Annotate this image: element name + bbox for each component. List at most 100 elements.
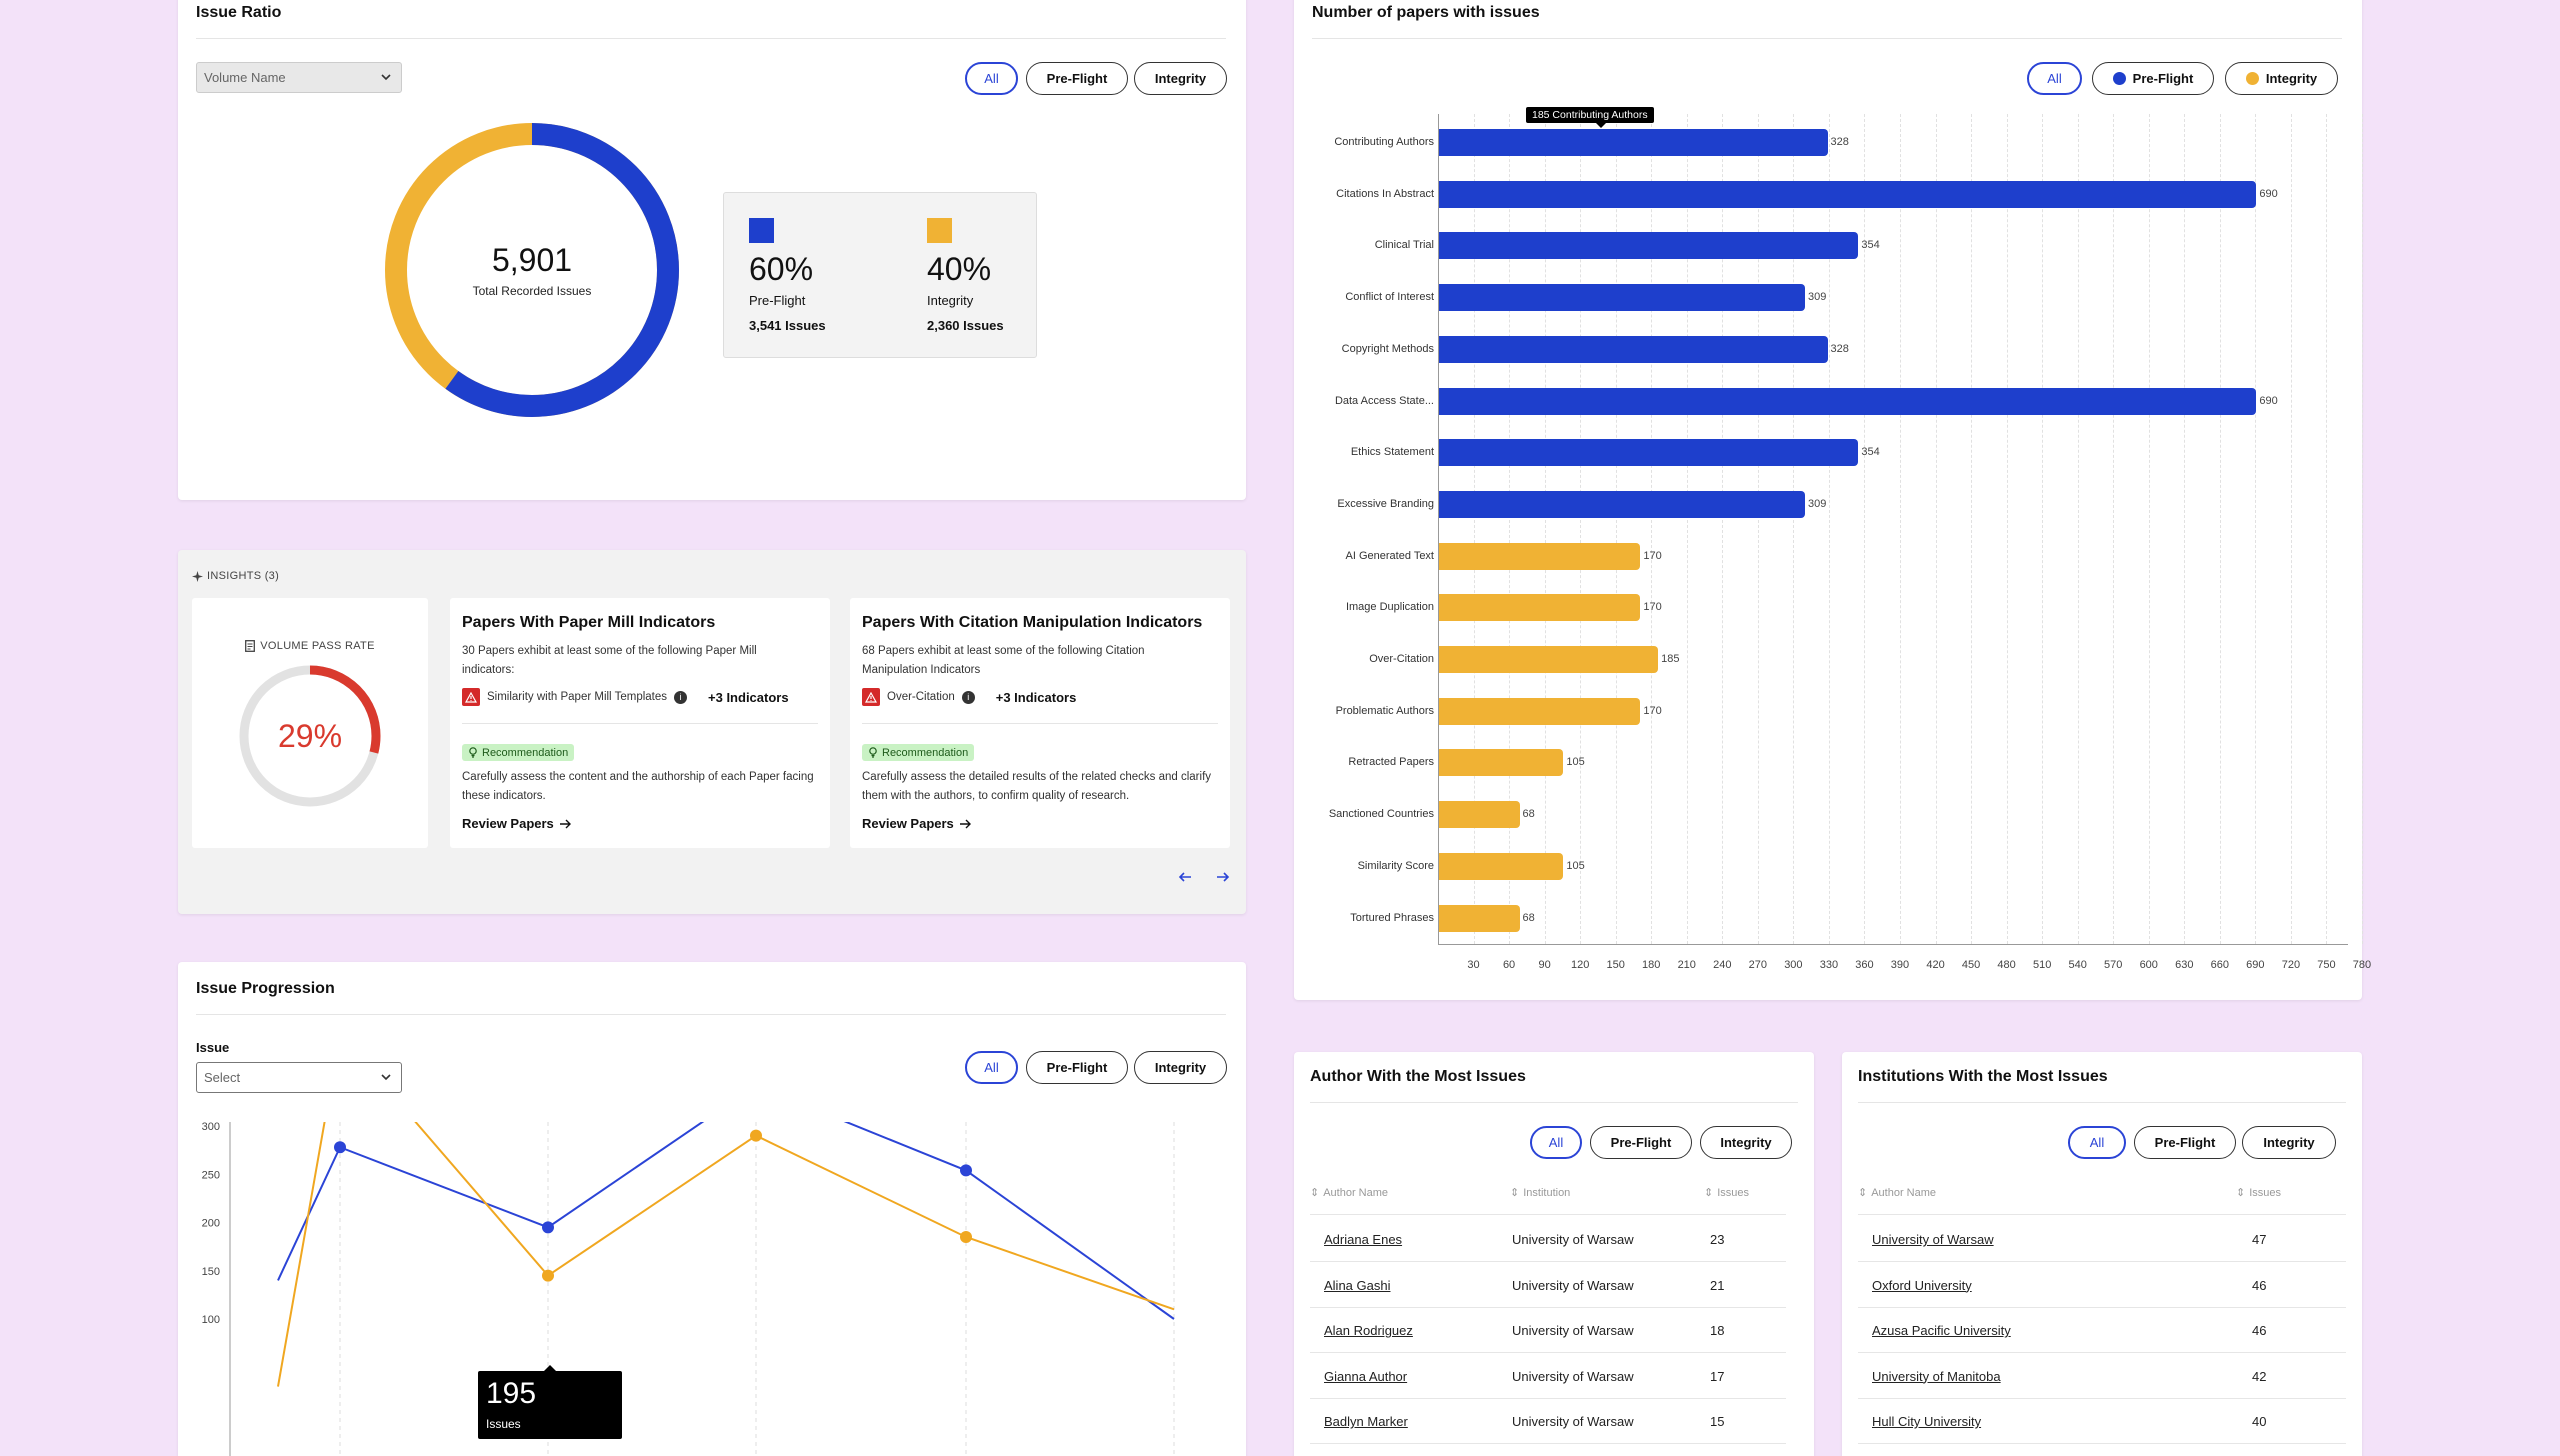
author-name-link[interactable]: Badlyn Marker (1324, 1414, 1408, 1429)
insight-more-indicators[interactable]: +3 Indicators (708, 689, 789, 705)
column-header[interactable]: ⇕ Author Name (1310, 1186, 1388, 1200)
gridline (1971, 114, 1973, 944)
data-point[interactable] (334, 1141, 346, 1154)
preflight-name: Pre-Flight (749, 293, 806, 308)
filter-preflight[interactable]: Pre-Flight (2092, 62, 2214, 95)
filter-all[interactable]: All (965, 62, 1018, 95)
bar[interactable] (1439, 335, 1828, 363)
x-axis (1438, 944, 2348, 945)
gridline (1722, 114, 1724, 944)
institution-name-link[interactable]: Hull City University (1872, 1414, 1982, 1429)
divider (1858, 1102, 2346, 1103)
review-papers-link[interactable]: Review Papers (862, 816, 972, 831)
insight-title: Papers With Citation Manipulation Indica… (862, 614, 1203, 631)
data-label: 690 (2259, 187, 2278, 200)
data-label: 170 (1643, 601, 1662, 614)
author-name-link[interactable]: Gianna Author (1324, 1368, 1408, 1384)
divider (862, 723, 1218, 724)
bar[interactable] (1439, 697, 1641, 725)
info-icon[interactable]: i (961, 690, 975, 704)
volume-name-select[interactable]: Volume Name (196, 62, 402, 93)
data-point[interactable] (542, 1221, 554, 1234)
bar[interactable] (1439, 749, 1564, 777)
filter-integrity[interactable]: Integrity (1134, 62, 1227, 95)
integrity-pct: 40% (927, 251, 992, 287)
gridline (2361, 114, 2363, 944)
x-tick-label: 390 (1890, 959, 1910, 971)
filter-preflight[interactable]: Pre-Flight (2134, 1126, 2236, 1159)
institution-name-link[interactable]: Oxford University (1872, 1277, 1972, 1293)
institution-header: Institution (1523, 1186, 1571, 1199)
filter-all[interactable]: All (965, 1051, 1018, 1084)
filter-integrity[interactable]: Integrity (1134, 1051, 1227, 1084)
warning-icon (862, 688, 880, 706)
bar[interactable] (1439, 387, 2257, 415)
data-point[interactable] (960, 1164, 972, 1177)
filter-integrity[interactable]: Integrity (2225, 62, 2338, 95)
recommendation-badge: Recommendation (462, 744, 575, 761)
gridline (1828, 114, 1830, 944)
bar[interactable] (1439, 284, 1806, 312)
data-label: 68 (1522, 808, 1535, 821)
filter-preflight[interactable]: Pre-Flight (1026, 62, 1128, 95)
y-tick-label: 250 (202, 1169, 220, 1181)
column-header[interactable]: ⇕ Author Name (1858, 1186, 1936, 1200)
column-header[interactable]: ⇕ Issues (2236, 1186, 2281, 1200)
lightbulb-icon (869, 747, 877, 758)
data-point[interactable] (960, 1230, 972, 1243)
donut-total-label: Total Recorded Issues (472, 284, 592, 298)
gridline (1615, 114, 1617, 944)
institution-name-link[interactable]: University of Warsaw (1872, 1232, 1994, 1247)
y-tick-label: AI Generated Text (1345, 549, 1434, 562)
data-point[interactable] (542, 1269, 554, 1282)
filter-all[interactable]: All (2027, 62, 2082, 95)
issues-cell: 15 (1710, 1414, 1725, 1429)
info-icon[interactable]: i (674, 690, 688, 704)
bar[interactable] (1439, 646, 1659, 673)
insights-header: INSIGHTS (3) (192, 570, 279, 582)
bar[interactable] (1439, 542, 1641, 570)
filter-all[interactable]: All (2068, 1126, 2126, 1159)
filter-integrity[interactable]: Integrity (2242, 1126, 2336, 1159)
issue-select[interactable]: Select (196, 1062, 402, 1093)
bar[interactable] (1439, 232, 1859, 260)
author-name-link[interactable]: Alan Rodriguez (1324, 1323, 1413, 1338)
arrow-right-icon[interactable] (1216, 872, 1230, 882)
bar[interactable] (1439, 852, 1564, 880)
bar[interactable] (1439, 490, 1806, 518)
author-name-link[interactable]: Adriana Enes (1324, 1232, 1403, 1247)
institution-name-link[interactable]: Azusa Pacific University (1872, 1323, 2011, 1338)
bar[interactable] (1439, 439, 1859, 467)
data-label: 105 (1566, 859, 1585, 872)
data-point[interactable] (750, 1129, 762, 1142)
bar[interactable] (1439, 180, 2257, 208)
institution-name-link[interactable]: University of Manitoba (1872, 1368, 2001, 1384)
insight-more-indicators[interactable]: +3 Indicators (995, 689, 1077, 705)
column-header[interactable]: ⇕ Institution (1510, 1186, 1571, 1200)
authors-table: ⇕ Author Name ⇕ Institution ⇕ Issues Adrian… (1294, 1052, 1814, 1456)
filter-all[interactable]: All (1530, 1126, 1582, 1159)
y-tick-label: Sanctioned Countries (1328, 808, 1434, 821)
tooltip-label: Issues (486, 1417, 521, 1431)
author-name-link[interactable]: Alina Gashi (1324, 1277, 1391, 1293)
column-header[interactable]: ⇕ Issues (1704, 1186, 1749, 1200)
filter-preflight[interactable]: Pre-Flight (1590, 1126, 1692, 1159)
bar[interactable] (1439, 594, 1641, 622)
gridline (1935, 114, 1937, 944)
x-tick-label: 120 (1570, 959, 1590, 971)
review-papers-link[interactable]: Review Papers (462, 816, 572, 831)
filter-preflight[interactable]: Pre-Flight (1026, 1051, 1128, 1084)
bar[interactable] (1439, 801, 1520, 829)
bar[interactable] (1439, 129, 1828, 156)
gridline (2148, 114, 2150, 944)
authors-most-issues-card: Author With the Most Issues All Pre-Flig… (1294, 1052, 1814, 1456)
x-tick-label: 570 (2104, 959, 2123, 971)
bar[interactable] (1439, 904, 1520, 932)
sort-icon: ⇕ (1310, 1187, 1320, 1199)
arrow-left-icon[interactable] (1178, 872, 1192, 882)
institution-cell: University of Warsaw (1512, 1368, 1634, 1384)
filter-integrity[interactable]: Integrity (1700, 1126, 1792, 1159)
sparkle-icon (192, 570, 203, 582)
y-tick-label: 300 (202, 1122, 220, 1133)
pass-rate-label: VOLUME PASS RATE (192, 640, 428, 652)
